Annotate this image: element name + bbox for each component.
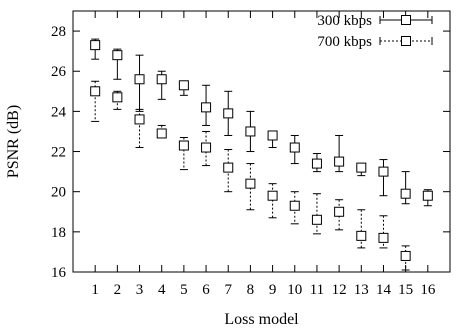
x-tick-label-13: 13 — [354, 282, 369, 298]
legend-label-700kbps: 700 kbps — [317, 34, 372, 50]
x-tick-label-12: 12 — [332, 282, 347, 298]
x-tick-label-15: 15 — [398, 282, 413, 298]
y-tick-label-22: 22 — [51, 145, 66, 161]
x-tick-label-10: 10 — [287, 282, 302, 298]
x-tick-label-2: 2 — [114, 282, 122, 298]
data-point-s0-13 — [356, 162, 367, 173]
data-point-s1-6 — [201, 142, 212, 153]
data-point-s0-6 — [201, 102, 212, 113]
series-1 — [90, 80, 411, 271]
data-point-s1-15 — [400, 250, 411, 261]
data-point-s0-11 — [311, 158, 322, 169]
data-point-s0-3 — [134, 74, 145, 85]
data-point-s0-14 — [378, 166, 389, 177]
y-tick-label-20: 20 — [51, 185, 66, 201]
x-tick-label-5: 5 — [180, 282, 188, 298]
x-tick-label-9: 9 — [269, 282, 277, 298]
data-point-s0-4 — [156, 74, 167, 85]
y-tick-label-26: 26 — [51, 64, 67, 80]
x-tick-label-3: 3 — [136, 282, 144, 298]
x-tick-label-7: 7 — [224, 282, 232, 298]
data-point-s0-7 — [223, 108, 234, 119]
data-point-s1-4 — [156, 128, 167, 139]
x-tick-label-16: 16 — [420, 282, 436, 298]
data-point-s0-16 — [422, 190, 433, 201]
data-point-s1-3 — [134, 114, 145, 125]
x-tick-label-1: 1 — [91, 282, 99, 298]
x-tick-label-8: 8 — [247, 282, 255, 298]
y-tick-label-18: 18 — [51, 225, 66, 241]
y-tick-label-24: 24 — [51, 104, 67, 120]
plot-frame — [72, 10, 451, 273]
y-tick-label-16: 16 — [51, 265, 67, 281]
data-point-s1-5 — [178, 140, 189, 151]
axis-ticks — [73, 11, 450, 273]
data-point-s1-10 — [289, 200, 300, 211]
data-point-s0-5 — [178, 80, 189, 91]
data-point-s0-15 — [400, 188, 411, 199]
legend-label-300kbps: 300 kbps — [317, 13, 372, 29]
data-point-s1-7 — [223, 162, 234, 173]
legend-marker-300kbps — [401, 15, 411, 25]
legend: 300 kbps 700 kbps — [317, 13, 433, 50]
data-point-s1-11 — [311, 214, 322, 225]
data-point-s1-2 — [112, 92, 123, 103]
data-point-s0-10 — [289, 142, 300, 153]
series-layer — [90, 38, 433, 271]
x-tick-label-14: 14 — [376, 282, 392, 298]
y-tick-labels: 16 18 20 22 24 26 28 — [51, 24, 67, 281]
data-point-s0-12 — [334, 156, 345, 167]
data-point-s1-12 — [334, 206, 345, 217]
x-tick-label-6: 6 — [202, 282, 210, 298]
x-tick-label-4: 4 — [158, 282, 166, 298]
data-point-s0-9 — [267, 130, 278, 141]
y-axis-title: PSNR (dB) — [5, 105, 22, 178]
data-point-s0-2 — [112, 50, 123, 61]
x-axis-title: Loss model — [224, 311, 299, 328]
data-point-s0-1 — [90, 40, 101, 51]
legend-marker-700kbps — [401, 36, 411, 46]
data-point-s0-8 — [245, 126, 256, 137]
series-0 — [90, 38, 433, 207]
data-point-s1-9 — [267, 190, 278, 201]
x-tick-labels: 1 2 3 4 5 6 7 8 9 10 11 12 13 14 15 16 — [91, 282, 435, 298]
x-tick-label-11: 11 — [310, 282, 324, 298]
data-point-s1-13 — [356, 230, 367, 241]
data-point-s1-14 — [378, 232, 389, 243]
data-point-s1-1 — [90, 86, 101, 97]
y-tick-label-28: 28 — [51, 24, 66, 40]
data-point-s1-8 — [245, 178, 256, 189]
